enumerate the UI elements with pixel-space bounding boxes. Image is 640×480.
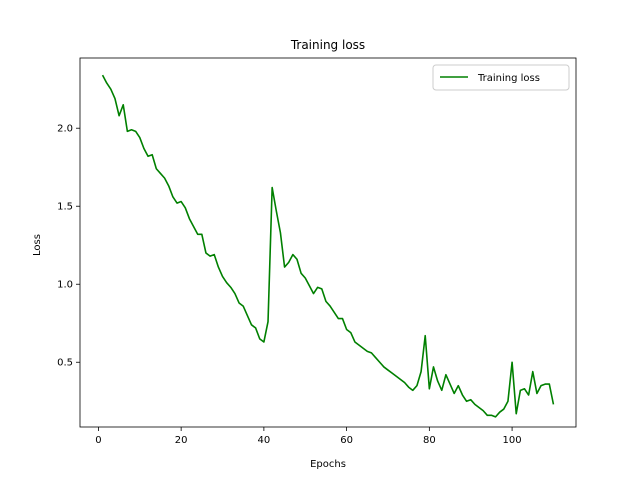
y-axis-ticks: 0.5 1.0 1.5 2.0: [57, 124, 80, 369]
plot-area: [101, 74, 555, 418]
series-line-0: [101, 74, 555, 418]
x-axis-ticks: 0 20 40 60 80 100: [95, 427, 522, 446]
y-axis-label: Loss: [32, 234, 43, 256]
y-tick-label: 0.5: [57, 358, 73, 369]
plot-frame: [79, 57, 577, 428]
x-tick-label: 20: [175, 435, 188, 446]
chart-title: Training loss: [290, 38, 365, 52]
y-tick-label: 2.0: [57, 124, 73, 135]
legend-label: Training loss: [477, 73, 540, 84]
x-tick-label: 60: [340, 435, 353, 446]
legend: Training loss: [432, 64, 570, 91]
y-tick-label: 1.5: [57, 202, 73, 213]
x-tick-label: 80: [423, 435, 436, 446]
x-tick-label: 40: [258, 435, 271, 446]
legend-box: [432, 64, 570, 91]
y-tick-label: 1.0: [57, 280, 73, 291]
x-axis-label: Epochs: [310, 459, 346, 470]
x-tick-label: 0: [95, 435, 101, 446]
x-tick-label: 100: [503, 435, 522, 446]
